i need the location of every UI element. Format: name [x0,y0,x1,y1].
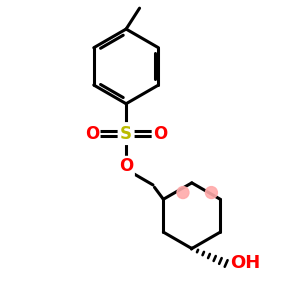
Text: S: S [120,124,132,142]
Text: O: O [119,158,133,175]
Circle shape [177,187,189,199]
Text: O: O [85,124,99,142]
Circle shape [206,187,218,199]
Text: OH: OH [230,254,260,272]
Text: O: O [153,124,168,142]
